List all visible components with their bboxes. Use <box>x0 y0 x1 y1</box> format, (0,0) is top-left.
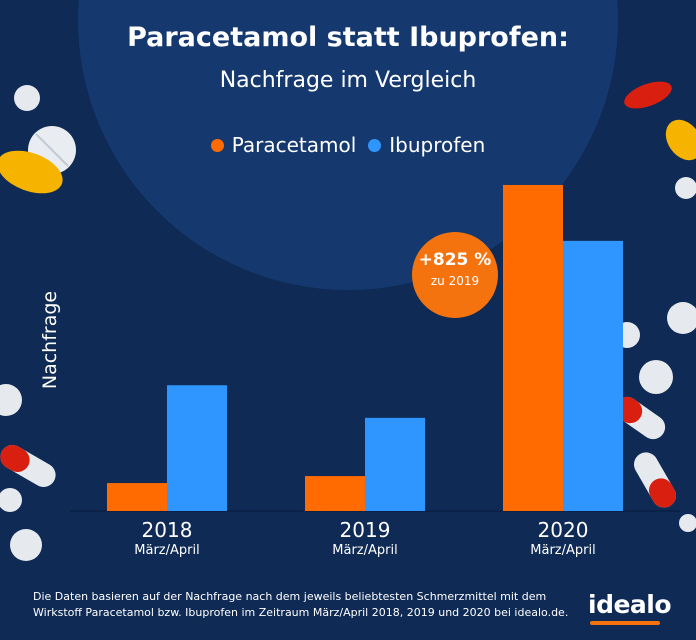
pill-icon <box>639 360 673 394</box>
pill-icon <box>10 529 42 561</box>
footnote: Die Daten basieren auf der Nachfrage nac… <box>33 590 569 619</box>
bar-ibuprofen-2018 <box>167 385 227 511</box>
increase-badge: +825 % zu 2019 <box>412 232 498 318</box>
pill-icon <box>0 488 22 512</box>
chart-subtitle: Nachfrage im Vergleich <box>219 68 477 93</box>
increase-badge-value: +825 % <box>418 250 492 270</box>
x-tick-sublabel-2018: März/April <box>134 543 200 558</box>
bar-ibuprofen-2019 <box>365 417 425 511</box>
x-tick-sublabel-2019: März/April <box>332 543 398 558</box>
x-tick-2019: 2019 <box>339 518 391 542</box>
legend-item-ibuprofen: Ibuprofen <box>368 133 485 157</box>
increase-badge-sublabel: zu 2019 <box>430 274 480 288</box>
x-tick-2020: 2020 <box>537 518 589 542</box>
pill-icon <box>667 302 696 334</box>
x-tick-2018: 2018 <box>141 518 193 542</box>
bar-ibuprofen-2020 <box>563 240 623 511</box>
legend: Paracetamol Ibuprofen <box>0 133 696 157</box>
bar-paracetamol-2020 <box>503 184 563 511</box>
legend-swatch-ibuprofen <box>368 138 382 152</box>
bars-group <box>107 184 623 511</box>
pill-icon <box>624 81 672 109</box>
idealo-logo: idealo <box>588 590 672 619</box>
capsule-icon <box>634 452 676 508</box>
pill-icon <box>0 384 22 416</box>
logo-underline <box>590 621 660 625</box>
y-axis-label: Nachfrage <box>39 290 61 390</box>
pill-decorations <box>0 81 696 561</box>
bar-paracetamol-2019 <box>305 476 365 511</box>
legend-label-ibuprofen: Ibuprofen <box>389 133 486 157</box>
pill-icon <box>0 150 63 194</box>
legend-swatch-paracetamol <box>210 138 224 152</box>
pill-icon <box>14 85 40 111</box>
pill-icon <box>675 177 696 199</box>
legend-label-paracetamol: Paracetamol <box>231 133 357 157</box>
capsule-icon <box>0 445 56 487</box>
pill-icon <box>665 119 696 161</box>
legend-item-paracetamol: Paracetamol <box>210 133 357 157</box>
x-tick-sublabel-2020: März/April <box>530 543 596 558</box>
pill-icon <box>679 514 696 532</box>
chart-title: Paracetamol statt Ibuprofen: <box>127 22 569 53</box>
bar-paracetamol-2018 <box>107 483 167 511</box>
